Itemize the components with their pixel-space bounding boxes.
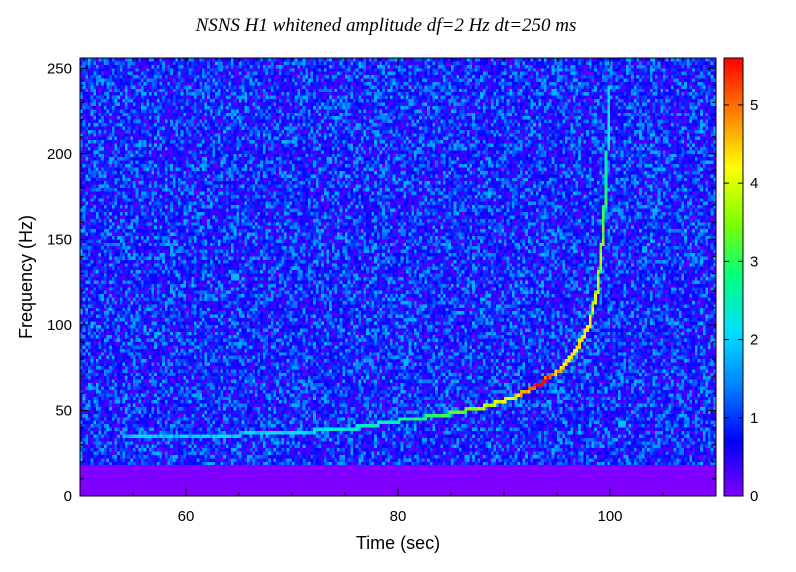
y-axis: 0 50 100 150 200 250 [47,60,716,505]
colorbar-ticks: 0 1 2 3 4 5 [724,97,758,505]
heatmap-image [80,58,716,496]
colorbar-tick-label: 1 [750,410,758,427]
y-axis-label: Frequency (Hz) [16,215,36,339]
colorbar-tick-label: 4 [750,175,758,192]
colorbar-gradient [724,58,743,496]
y-tick-label: 50 [55,402,72,419]
colorbar-tick-label: 0 [750,488,758,505]
y-tick-label: 250 [47,60,72,77]
colorbar-tick-label: 3 [750,253,758,270]
colorbar-tick-label: 5 [750,97,758,114]
x-tick-label: 100 [597,508,622,525]
x-axis: 60 80 100 [79,58,717,525]
colorbar: 0 1 2 3 4 5 [723,57,758,505]
y-tick-label: 0 [64,488,72,505]
x-tick-label: 60 [178,508,195,525]
y-tick-label: 150 [47,231,72,248]
y-tick-label: 100 [47,317,72,334]
chart-title: NSNS H1 whitened amplitude df=2 Hz dt=25… [195,15,577,36]
x-axis-label: Time (sec) [356,533,440,553]
x-tick-label: 80 [390,508,407,525]
y-tick-label: 200 [47,146,72,163]
colorbar-frame [723,57,744,497]
colorbar-tick-label: 2 [750,332,758,349]
